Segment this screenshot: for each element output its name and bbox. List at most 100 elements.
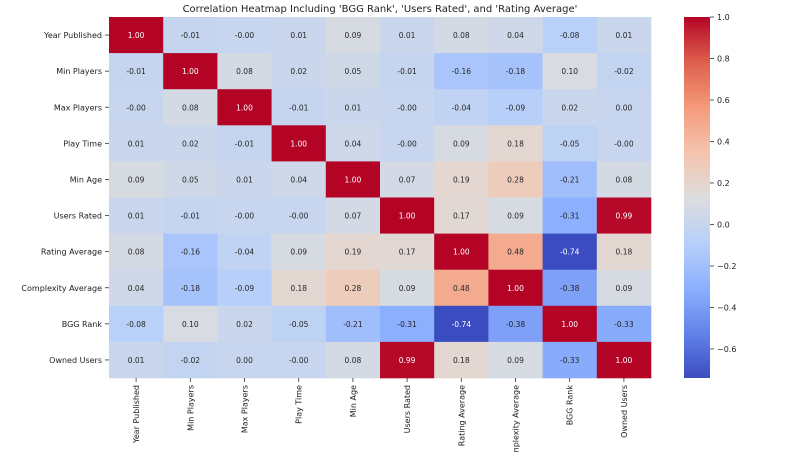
y-axis-labels: Year Published Min Players Max Players Play… xyxy=(21,31,109,365)
y-tick-label: Max Players xyxy=(54,103,102,112)
heatmap-cell xyxy=(109,89,164,126)
cell-value-label: 0.01 xyxy=(236,175,253,184)
heatmap-cell xyxy=(109,161,164,198)
cell-value-label: 1.00 xyxy=(561,320,578,329)
heatmap-cell xyxy=(596,161,652,198)
heatmap-cell xyxy=(596,341,652,379)
cell-value-label: 0.18 xyxy=(507,139,524,148)
heatmap-cell xyxy=(163,125,218,162)
cell-value-label: -0.09 xyxy=(235,284,255,293)
cell-value-label: 0.04 xyxy=(345,139,362,148)
heatmap-cell xyxy=(217,53,272,90)
cell-value-label: -0.00 xyxy=(289,356,309,365)
cell-value-label: -0.38 xyxy=(506,320,526,329)
heatmap-cell xyxy=(596,89,652,126)
heatmap-cell xyxy=(434,161,489,198)
cell-value-label: 0.09 xyxy=(399,284,416,293)
heatmap-cell xyxy=(163,197,218,234)
cell-value-label: -0.00 xyxy=(289,212,309,221)
cell-value-label: 0.18 xyxy=(290,284,307,293)
cell-value-label: 0.02 xyxy=(236,320,253,329)
cell-value-label: -0.05 xyxy=(560,139,580,148)
cell-value-label: 0.09 xyxy=(128,175,145,184)
heatmap-cell xyxy=(542,197,598,234)
heatmap-cell xyxy=(109,197,164,234)
cell-value-label: 0.08 xyxy=(345,356,362,365)
heatmap-cell xyxy=(380,89,435,126)
cell-value-label: 0.48 xyxy=(507,248,524,257)
heatmap-cell xyxy=(163,161,218,198)
heatmap-cell xyxy=(109,305,164,343)
colorbar-tick-label: 0.2 xyxy=(717,179,730,188)
heatmap-cell xyxy=(434,305,489,343)
cell-value-label: -0.02 xyxy=(181,356,201,365)
x-axis-labels: Year Published Min Players Max Players Play… xyxy=(132,378,629,452)
heatmap-cell xyxy=(271,197,327,234)
cell-value-label: -0.00 xyxy=(397,139,417,148)
cell-value-label: -0.00 xyxy=(397,103,417,112)
cell-value-label: 0.08 xyxy=(453,31,470,40)
x-tick-label: Users Rated xyxy=(403,385,412,433)
heatmap-cell xyxy=(434,17,489,54)
x-tick-label: Year Published xyxy=(132,385,141,444)
cell-value-label: 0.02 xyxy=(561,103,578,112)
heatmap-cell xyxy=(542,125,598,162)
cell-value-label: -0.08 xyxy=(560,31,580,40)
x-tick-label: Min Players xyxy=(186,385,195,431)
y-tick-label: Min Players xyxy=(56,67,102,76)
cell-value-label: 0.08 xyxy=(236,67,253,76)
heatmap-cell xyxy=(488,125,543,162)
cell-value-label: 0.00 xyxy=(616,103,633,112)
x-tick-label: BGG Rank xyxy=(566,385,575,426)
cell-value-label: 1.00 xyxy=(236,103,253,112)
y-tick-label: Complexity Average xyxy=(21,284,102,293)
cell-value-label: 1.00 xyxy=(507,284,524,293)
colorbar-tick-label: 1.0 xyxy=(717,13,730,22)
cell-value-label: 0.17 xyxy=(399,248,416,257)
cell-value-label: -0.21 xyxy=(560,175,580,184)
colorbar-tick-label: 0.0 xyxy=(717,220,730,229)
heatmap-cell xyxy=(488,197,543,234)
cell-value-label: 1.00 xyxy=(182,67,199,76)
cell-value-label: 0.01 xyxy=(616,31,633,40)
heatmap-cell xyxy=(271,161,327,198)
heatmap-cell xyxy=(325,341,381,379)
x-tick-label: Max Players xyxy=(241,385,250,433)
cell-value-label: 0.02 xyxy=(182,139,199,148)
cell-value-label: -0.08 xyxy=(126,320,146,329)
heatmap-cell xyxy=(596,53,652,90)
heatmap-cell xyxy=(542,53,598,90)
heatmap-cell xyxy=(325,125,381,162)
colorbar-tick-label: −0.4 xyxy=(717,303,736,312)
heatmap-cell xyxy=(271,89,327,126)
cell-value-label: 1.00 xyxy=(453,248,470,257)
cell-value-label: 0.04 xyxy=(290,175,307,184)
cell-value-label: 0.00 xyxy=(236,356,253,365)
colorbar-tick-label: −0.6 xyxy=(717,345,736,354)
cell-value-label: 0.07 xyxy=(399,175,416,184)
cell-value-label: -0.31 xyxy=(560,212,580,221)
cell-value-label: 0.01 xyxy=(128,139,145,148)
cell-value-label: 0.09 xyxy=(507,356,524,365)
cell-value-label: -0.74 xyxy=(560,248,580,257)
heatmap-cell xyxy=(271,341,327,379)
colorbar-tick-label: −0.2 xyxy=(717,262,736,271)
y-tick-label: Year Published xyxy=(43,31,102,40)
cell-value-label: -0.31 xyxy=(397,320,417,329)
cell-value-label: 0.08 xyxy=(616,175,633,184)
cell-value-label: 1.00 xyxy=(616,356,633,365)
y-tick-label: BGG Rank xyxy=(62,320,103,329)
cell-value-label: 0.07 xyxy=(345,212,362,221)
cell-value-label: 0.10 xyxy=(561,67,578,76)
y-tick-label: Play Time xyxy=(63,139,102,148)
heatmap-cell xyxy=(434,53,489,90)
heatmap-cell xyxy=(217,269,272,307)
heatmap-cell xyxy=(163,269,218,307)
cell-value-label: -0.18 xyxy=(181,284,201,293)
heatmap-cell xyxy=(163,53,218,90)
cell-value-label: 0.09 xyxy=(453,139,470,148)
cell-value-label: -0.18 xyxy=(506,67,526,76)
cell-value-label: 1.00 xyxy=(128,31,145,40)
heatmap-cell xyxy=(109,233,164,270)
cell-value-label: -0.01 xyxy=(181,31,201,40)
